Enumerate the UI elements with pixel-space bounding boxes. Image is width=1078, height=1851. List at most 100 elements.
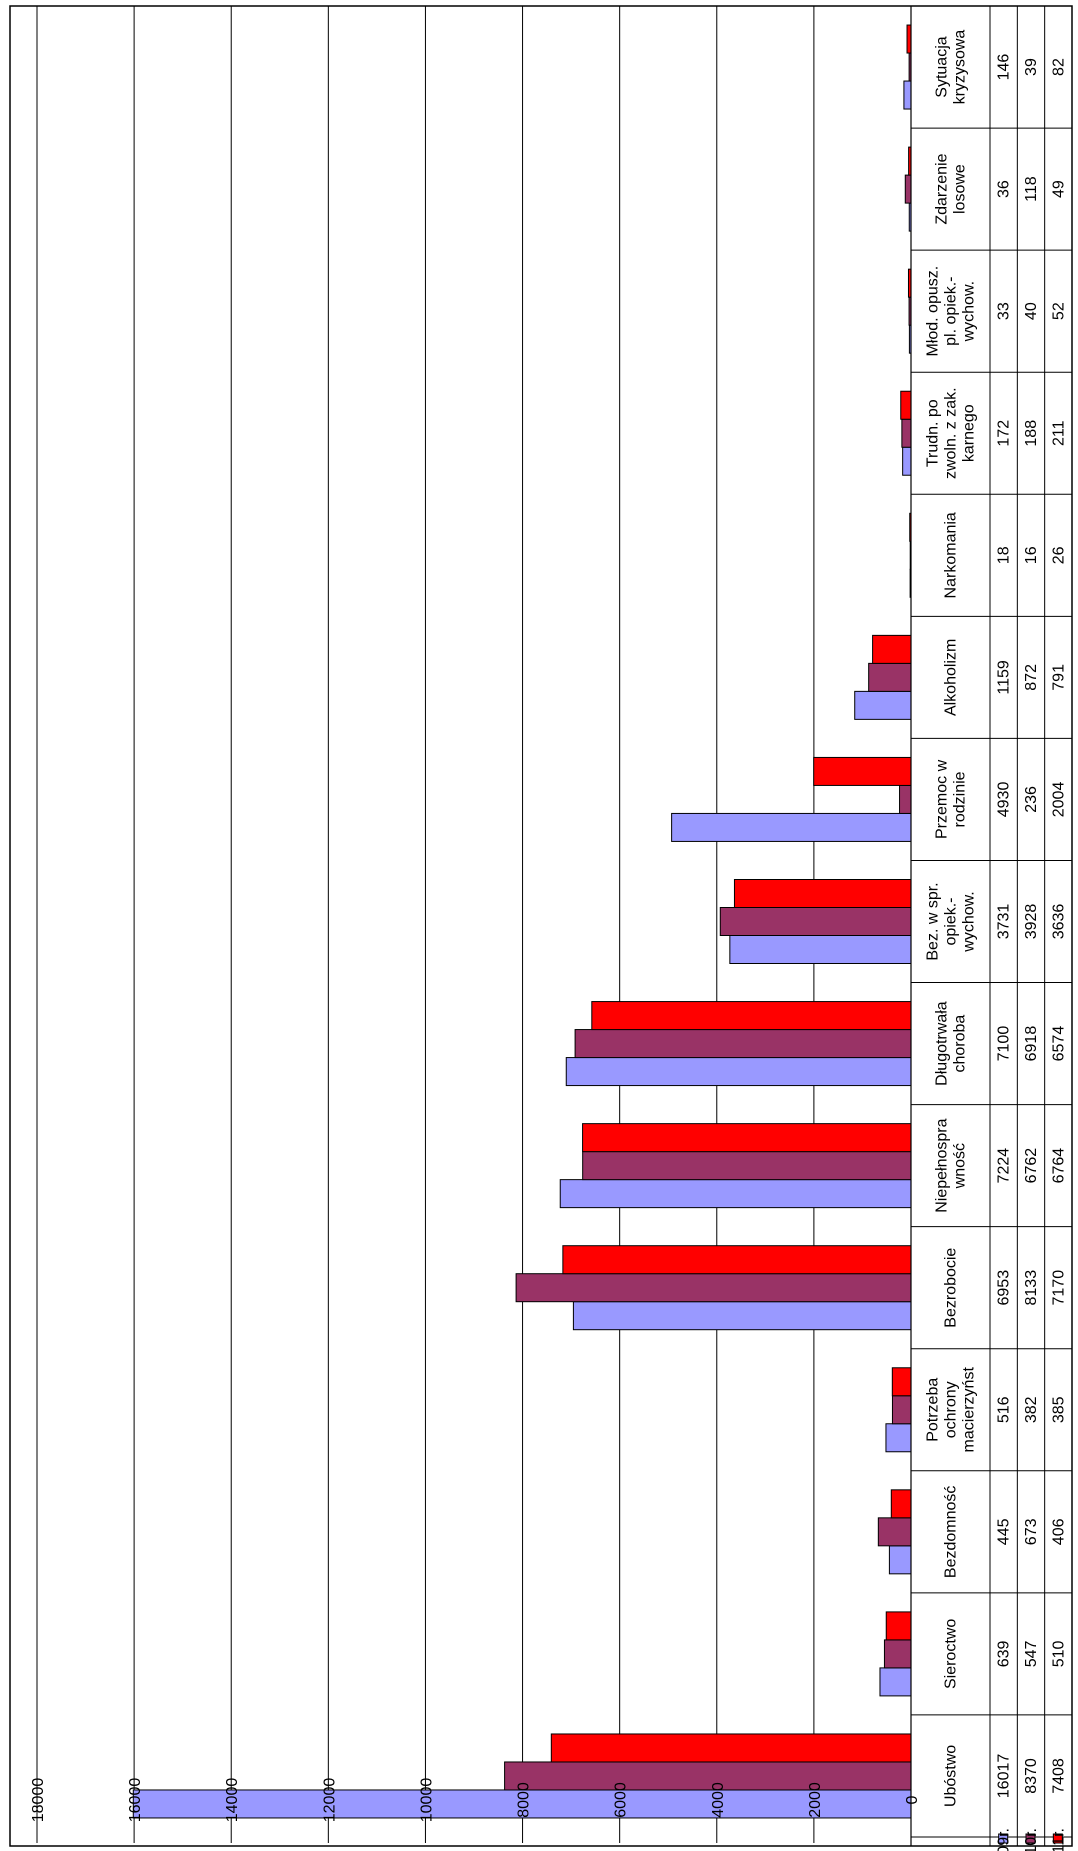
bar-2009r.-8	[672, 813, 911, 841]
category-label: Bezdomność	[943, 1486, 960, 1579]
tick-label: 2000	[807, 1782, 824, 1818]
data-label: 2004	[1050, 782, 1067, 818]
category-label: Bez. w spr.	[925, 882, 942, 960]
legend-label: 2010r.	[1023, 1828, 1040, 1851]
bar-2010r.-9	[869, 663, 911, 691]
category-label: Narkomania	[943, 512, 960, 598]
data-label: 172	[996, 420, 1013, 447]
category-label: karnego	[961, 404, 978, 462]
tick-label: 0	[904, 1795, 921, 1804]
data-label: 39	[1023, 58, 1040, 76]
bar-2009r.-9	[855, 691, 911, 719]
data-label: 1159	[996, 660, 1013, 695]
tick-label: 6000	[613, 1782, 630, 1818]
data-label: 118	[1023, 176, 1040, 202]
category-label: macierzyńst	[961, 1367, 978, 1453]
bar-2009r.-4	[573, 1302, 911, 1330]
tick-label: 12000	[321, 1778, 338, 1823]
data-label: 510	[1050, 1640, 1067, 1667]
category-label: Bezrobocie	[943, 1248, 960, 1328]
bar-2011r.-9	[873, 635, 911, 663]
bar-2011r.-3	[892, 1368, 911, 1396]
tick-label: 16000	[127, 1778, 144, 1823]
tick-label: 8000	[516, 1782, 533, 1818]
data-label: 52	[1050, 302, 1067, 320]
data-label: 385	[1050, 1396, 1067, 1423]
data-label: 40	[1023, 302, 1040, 320]
data-label: 16017	[996, 1754, 1013, 1799]
bar-2010r.-7	[720, 908, 911, 936]
category-label: Niepełnospra	[934, 1118, 951, 1212]
category-label: wychow.	[961, 891, 978, 952]
bar-2010r.-13	[905, 175, 911, 203]
tick-label: 14000	[224, 1778, 241, 1823]
bar-2009r.-3	[886, 1424, 911, 1452]
category-label: Zdarzenie	[934, 153, 951, 224]
data-label: 4930	[996, 782, 1013, 818]
bar-2009r.-1	[880, 1668, 911, 1696]
bar-2011r.-4	[563, 1246, 911, 1274]
category-label: Młod. opusz.	[925, 266, 942, 357]
data-label: 6918	[1023, 1026, 1040, 1062]
category-label: Sytuacja	[934, 36, 951, 97]
bar-2011r.-1	[886, 1612, 911, 1640]
bar-2011r.-5	[583, 1124, 911, 1152]
data-label: 36	[996, 180, 1013, 198]
bar-2010r.-6	[575, 1030, 911, 1058]
bar-2011r.-7	[734, 880, 911, 908]
bar-2010r.-2	[878, 1518, 911, 1546]
bar-2011r.-8	[814, 757, 911, 785]
data-label: 188	[1023, 420, 1040, 447]
bar-2009r.-6	[566, 1058, 911, 1086]
data-label: 406	[1050, 1518, 1067, 1545]
data-label: 7224	[996, 1148, 1013, 1184]
data-label: 791	[1050, 664, 1067, 691]
legend-label: 2011r.	[1050, 1828, 1067, 1851]
category-label: kryzysowa	[952, 30, 969, 105]
category-label: rodzinie	[952, 771, 969, 827]
data-label: 3636	[1050, 904, 1067, 940]
data-label: 6574	[1050, 1026, 1067, 1062]
bar-2009r.-7	[730, 936, 911, 964]
data-label: 82	[1050, 58, 1067, 76]
category-label: opiek.-	[943, 897, 960, 945]
data-label: 146	[996, 54, 1013, 81]
data-label: 547	[1023, 1640, 1040, 1667]
bar-2009r.-14	[904, 81, 911, 109]
data-label: 3731	[996, 904, 1013, 940]
bar-2011r.-2	[891, 1490, 911, 1518]
data-label: 7100	[996, 1026, 1013, 1062]
category-label: pl. opiek.-	[943, 276, 960, 345]
bar-2009r.-5	[560, 1180, 911, 1208]
data-label: 516	[996, 1396, 1013, 1423]
data-label: 7408	[1050, 1758, 1067, 1794]
bar-2011r.-11	[901, 391, 911, 419]
bar-2010r.-5	[583, 1152, 911, 1180]
data-label: 26	[1050, 546, 1067, 564]
bar-2011r.-0	[551, 1734, 911, 1762]
bar-2010r.-0	[505, 1762, 911, 1790]
category-label: Trudn. po	[925, 399, 942, 467]
data-label: 8370	[1023, 1758, 1040, 1794]
data-label: 18	[996, 546, 1013, 564]
bar-2009r.-2	[889, 1546, 911, 1574]
data-label: 8133	[1023, 1270, 1040, 1306]
category-label: Przemoc w	[934, 759, 951, 839]
category-label: Potrzeba	[925, 1378, 942, 1442]
bar-2009r.-11	[903, 447, 911, 475]
data-label: 872	[1023, 664, 1040, 691]
category-label: Alkoholizm	[943, 639, 960, 716]
bar-2011r.-6	[592, 1002, 911, 1030]
data-label: 33	[996, 302, 1013, 320]
tick-label: 10000	[418, 1778, 435, 1823]
data-label: 211	[1050, 420, 1067, 446]
bar-2010r.-1	[884, 1640, 911, 1668]
legend-label: 2009r.	[996, 1828, 1013, 1851]
bar-2010r.-11	[902, 419, 911, 447]
chart-area-border	[10, 6, 1072, 1846]
category-label: Długotrwała	[934, 1001, 951, 1086]
category-label: wychow.	[961, 281, 978, 342]
data-label: 6762	[1023, 1148, 1040, 1184]
category-label: losowe	[952, 164, 969, 214]
